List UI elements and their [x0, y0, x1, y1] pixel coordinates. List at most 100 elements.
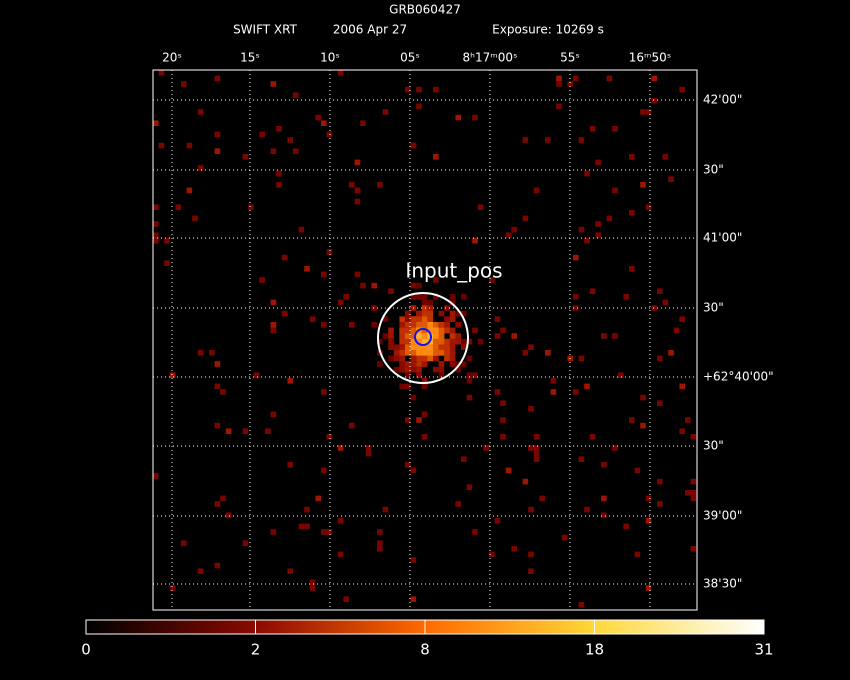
photon-pixel — [281, 254, 288, 261]
photon-pixel — [405, 366, 411, 373]
photon-pixel — [393, 366, 400, 373]
photon-pixel — [494, 333, 501, 339]
right-axis-label: 41'00" — [703, 231, 742, 245]
photon-pixel — [584, 238, 590, 244]
photon-pixel — [410, 596, 417, 602]
photon-pixel — [545, 137, 551, 143]
photon-pixel — [377, 529, 383, 535]
photon-pixel — [444, 305, 450, 311]
photon-pixel — [601, 462, 607, 468]
photon-pixel — [405, 333, 411, 339]
photon-pixel — [410, 338, 417, 345]
top-axis-label: 55ˢ — [560, 51, 580, 65]
photon-pixel — [421, 333, 428, 339]
photon-pixel — [304, 266, 310, 272]
photon-pixel — [612, 187, 618, 194]
photon-pixel — [270, 411, 277, 418]
colorbar-label: 2 — [251, 641, 261, 659]
photon-pixel — [433, 294, 439, 300]
photon-pixel — [651, 75, 657, 82]
photon-pixel — [399, 366, 405, 373]
photon-pixel — [433, 333, 439, 339]
photon-pixel — [433, 322, 439, 328]
photon-pixel — [399, 344, 405, 350]
photon-pixel — [500, 327, 506, 334]
photon-pixel — [416, 333, 422, 339]
photon-pixel — [421, 434, 428, 440]
photon-pixel — [533, 445, 540, 451]
photon-pixel — [433, 355, 439, 362]
photon-pixel — [382, 109, 389, 115]
photon-pixel — [640, 182, 646, 188]
photon-pixel — [433, 350, 439, 356]
photon-pixel — [410, 333, 417, 339]
top-axis-label: 10ˢ — [320, 51, 340, 65]
photon-pixel — [449, 350, 456, 356]
photon-pixel — [489, 551, 495, 558]
photon-pixel — [416, 282, 422, 289]
photon-pixel — [578, 226, 585, 233]
photon-pixel — [259, 131, 265, 138]
photon-pixel — [573, 389, 579, 395]
photon-pixel — [416, 316, 422, 322]
photon-pixel — [438, 361, 445, 367]
photon-pixel — [399, 355, 405, 362]
photon-pixel — [153, 204, 159, 210]
photon-pixel — [645, 204, 652, 210]
photon-pixel — [657, 355, 663, 362]
photon-pixel — [405, 316, 411, 322]
photon-pixel — [399, 350, 405, 356]
photon-pixel — [533, 450, 540, 457]
top-axis-label: 15ˢ — [240, 51, 260, 65]
photon-pixel — [416, 350, 422, 356]
photon-pixel — [321, 120, 327, 126]
photon-pixel — [601, 512, 607, 518]
photon-pixel — [449, 327, 456, 334]
photon-pixel — [214, 383, 221, 390]
photon-pixel — [444, 316, 450, 322]
photon-pixel — [472, 238, 478, 244]
photon-pixel — [511, 226, 517, 233]
photon-pixel — [427, 299, 433, 306]
photon-pixel — [349, 182, 355, 188]
photon-pixel — [477, 204, 484, 210]
photon-pixel — [444, 322, 450, 328]
photon-pixel — [405, 350, 411, 356]
photon-pixel — [382, 333, 389, 339]
photon-pixel — [298, 523, 305, 530]
photon-pixel — [421, 350, 428, 356]
photon-pixel — [309, 316, 316, 322]
photon-pixel — [153, 238, 159, 244]
photon-pixel — [511, 546, 517, 552]
photon-pixel — [494, 518, 501, 524]
photon-pixel — [455, 333, 461, 339]
photon-pixel — [500, 434, 506, 440]
photon-pixel — [427, 316, 433, 322]
photon-pixel — [449, 310, 456, 317]
photon-pixel — [421, 411, 428, 418]
photon-pixel — [539, 495, 545, 502]
top-axis-label: 05ˢ — [400, 51, 420, 65]
photon-pixel — [153, 120, 159, 126]
photon-pixel — [472, 327, 478, 334]
image-frame — [152, 69, 698, 611]
photon-pixel — [371, 305, 377, 311]
photon-pixel — [197, 568, 204, 574]
photon-pixel — [645, 585, 652, 591]
photon-pixel — [214, 562, 221, 569]
colorbar-label: 8 — [420, 641, 430, 659]
photon-pixel — [421, 361, 428, 367]
photon-pixel — [455, 501, 461, 507]
photon-pixel — [461, 294, 467, 300]
photon-pixel — [225, 512, 232, 518]
photon-pixel — [360, 120, 366, 126]
photon-pixel — [679, 316, 685, 322]
photon-pixel — [634, 551, 641, 558]
right-axis-label: +62°40'00" — [703, 370, 774, 384]
photon-pixel — [220, 495, 226, 502]
photon-pixel — [494, 389, 501, 395]
photon-pixel — [584, 170, 590, 177]
photon-pixel — [410, 327, 417, 334]
photon-pixel — [354, 159, 361, 166]
photon-pixel — [489, 277, 495, 283]
